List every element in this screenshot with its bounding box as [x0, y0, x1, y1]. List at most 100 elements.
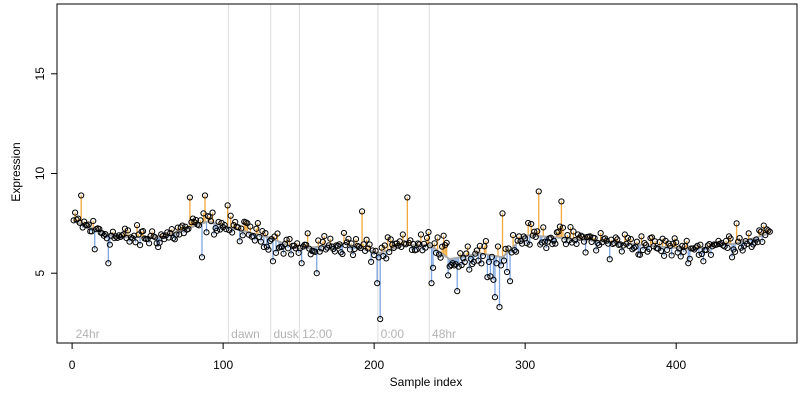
data-point	[423, 234, 431, 242]
data-point	[612, 234, 619, 241]
data-point	[511, 247, 518, 254]
data-point	[651, 238, 659, 245]
data-point	[120, 231, 127, 238]
data-point	[272, 249, 280, 256]
data-point	[428, 280, 435, 287]
data-point	[559, 224, 567, 231]
data-point	[603, 237, 610, 244]
data-point	[573, 240, 580, 247]
data-point	[541, 238, 548, 245]
data-point	[170, 235, 177, 242]
data-point	[582, 249, 589, 256]
data-point	[198, 254, 206, 261]
data-point	[185, 225, 192, 233]
data-point	[96, 225, 103, 233]
data-point	[745, 230, 752, 237]
data-point	[123, 235, 130, 242]
data-point	[360, 241, 367, 248]
region-label: 48hr	[432, 327, 456, 341]
data-point	[550, 237, 557, 244]
data-point	[455, 263, 462, 270]
data-point	[200, 210, 207, 217]
data-point	[496, 304, 503, 311]
data-point	[724, 244, 731, 251]
data-point	[103, 235, 110, 242]
data-point	[454, 288, 461, 295]
x-tick-label: 300	[515, 358, 535, 372]
data-point	[617, 241, 624, 248]
data-point	[502, 245, 509, 252]
data-point	[238, 225, 245, 232]
data-point	[91, 246, 98, 253]
x-tick-label: 0	[69, 358, 76, 372]
data-point	[227, 212, 234, 219]
data-point	[386, 248, 393, 256]
data-point	[346, 246, 354, 253]
data-point	[112, 233, 119, 240]
data-point	[506, 278, 514, 285]
data-point	[500, 257, 508, 264]
data-point	[399, 231, 406, 238]
data-point	[201, 192, 209, 199]
x-tick-label: 200	[364, 358, 384, 372]
y-axis: 5 10 15	[33, 67, 58, 277]
data-point	[215, 218, 222, 226]
data-point	[728, 254, 736, 261]
data-point	[698, 250, 705, 258]
data-point	[683, 237, 690, 245]
data-point	[704, 242, 711, 249]
data-point	[429, 264, 437, 271]
data-point	[352, 236, 360, 243]
data-point	[213, 227, 221, 234]
data-point	[519, 240, 526, 247]
data-point	[84, 222, 91, 229]
data-point	[203, 229, 210, 236]
data-point	[251, 237, 258, 244]
data-point	[197, 217, 204, 224]
plot-frame	[56, 3, 798, 344]
data-point	[472, 250, 479, 257]
data-point	[694, 242, 701, 249]
data-point	[159, 233, 166, 240]
data-point	[513, 248, 520, 255]
data-point	[78, 192, 85, 199]
data-point	[357, 244, 364, 252]
data-point	[661, 252, 668, 259]
data-point	[529, 232, 536, 239]
data-point	[727, 235, 734, 242]
data-point	[266, 237, 274, 245]
data-point	[756, 227, 763, 234]
data-point	[132, 239, 139, 246]
data-point	[535, 188, 542, 195]
data-point	[372, 247, 379, 254]
data-point	[526, 241, 533, 248]
data-point	[387, 236, 394, 243]
y-tick-label: 5	[33, 270, 47, 277]
data-point	[731, 248, 739, 255]
data-point	[207, 218, 215, 225]
data-point	[85, 221, 92, 228]
data-point	[177, 224, 184, 231]
data-point	[127, 234, 135, 241]
region-label: 24hr	[76, 327, 100, 341]
data-point	[167, 230, 174, 237]
data-point	[762, 232, 769, 239]
data-point	[593, 247, 600, 254]
data-point	[448, 261, 455, 269]
data-point	[105, 260, 112, 267]
data-point	[606, 256, 613, 263]
data-point	[300, 243, 307, 250]
data-point	[331, 248, 338, 255]
data-point	[491, 294, 499, 301]
data-point	[139, 228, 147, 235]
data-point	[106, 241, 113, 248]
data-point	[549, 240, 556, 248]
data-point	[254, 220, 261, 227]
data-point	[156, 239, 163, 246]
data-point	[235, 224, 242, 231]
data-point	[72, 209, 79, 216]
data-point	[179, 222, 186, 229]
data-point	[366, 241, 373, 248]
x-tick-label: 100	[213, 358, 233, 372]
data-point	[636, 251, 644, 258]
